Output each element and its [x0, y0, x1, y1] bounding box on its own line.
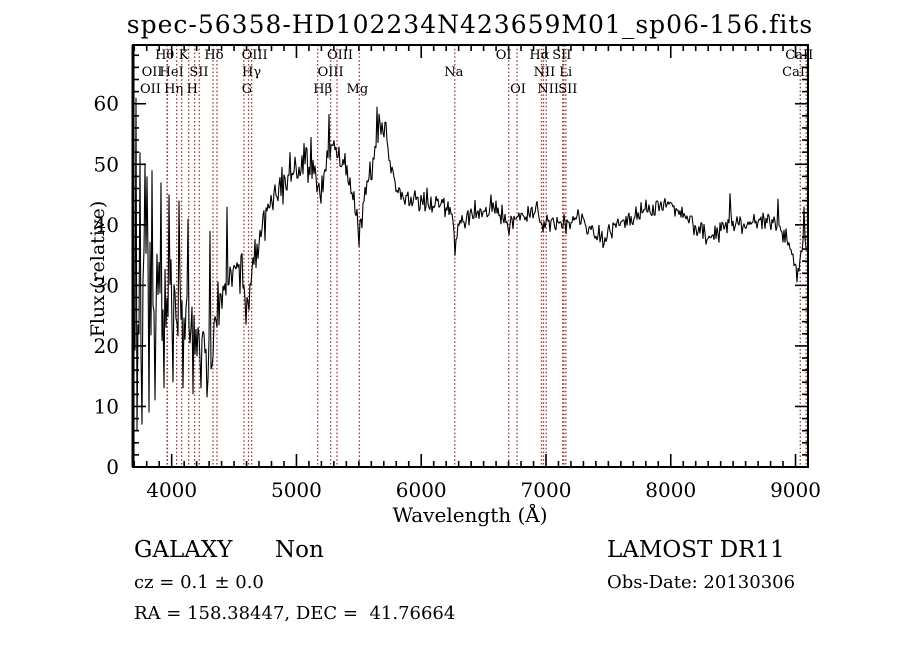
x-tick-label: 6000	[396, 478, 447, 502]
x-tick-label: 4000	[146, 478, 197, 502]
spectral-line-label: Hθ	[155, 48, 175, 63]
spectral-line-label: H	[186, 82, 198, 97]
object-subclass-label: Non	[275, 537, 324, 563]
spectral-line-label: SII	[189, 65, 209, 80]
cz-value-text: cz = 0.1 ± 0.0	[134, 572, 264, 593]
spectral-line-label: G	[241, 82, 253, 97]
y-tick-label: 0	[106, 455, 119, 479]
spectral-line-label: OII	[141, 65, 163, 80]
spectral-line-label: K	[178, 48, 189, 63]
ra-dec-text: RA = 158.38447, DEC = 41.76664	[134, 603, 456, 624]
spectral-line-label: Li	[559, 65, 573, 80]
object-class-label: GALAXY	[134, 537, 233, 563]
spectral-line-label: Hδ	[204, 48, 224, 63]
y-tick-label: 50	[94, 152, 119, 176]
spectral-line-label: OIII	[326, 48, 354, 63]
x-tick-label: 7000	[521, 478, 572, 502]
spectral-line-label: OI	[510, 82, 526, 97]
spectral-line-label: SII	[558, 82, 578, 97]
spectral-line-label: OII	[139, 82, 161, 97]
spectral-line-label: HeI	[159, 65, 184, 80]
spectral-line-label: Mg	[346, 82, 369, 97]
x-tick-label: 9000	[770, 478, 821, 502]
obs-date-text: Obs-Date: 20130306	[607, 572, 796, 593]
spectral-line-label: Hη	[164, 82, 184, 97]
spectral-line-label: Hα	[529, 48, 550, 63]
y-tick-label: 10	[94, 394, 119, 418]
spectral-line-label: Hβ	[313, 82, 333, 97]
spectral-line-label: Hγ	[241, 65, 262, 80]
x-tick-label: 5000	[271, 478, 322, 502]
survey-release-label: LAMOST DR11	[607, 537, 785, 563]
x-tick-label: 8000	[645, 478, 696, 502]
spectral-line-label: OIII	[317, 65, 344, 80]
y-tick-label: 30	[94, 273, 119, 297]
x-axis-label: Wavelength (Å)	[392, 503, 548, 527]
spectral-line-label: CaII	[785, 48, 814, 63]
spectral-line-label: Na	[444, 65, 464, 80]
spectral-line-label: CaII	[782, 65, 811, 80]
y-axis-label: Flux (relative)	[87, 200, 109, 338]
y-tick-label: 20	[94, 334, 119, 358]
spectral-line-label: OI	[495, 48, 512, 63]
spectral-line-label: NII	[533, 65, 556, 80]
flux-spectrum-curve	[132, 97, 809, 431]
spectral-line-label: NII	[537, 82, 560, 97]
spectral-line-label: SII	[552, 48, 572, 63]
y-tick-label: 40	[94, 213, 119, 237]
y-tick-label: 60	[94, 92, 119, 116]
page-title: spec-56358-HD102234N423659M01_sp06-156.f…	[126, 10, 814, 39]
spectral-line-label: OIII	[241, 48, 268, 63]
